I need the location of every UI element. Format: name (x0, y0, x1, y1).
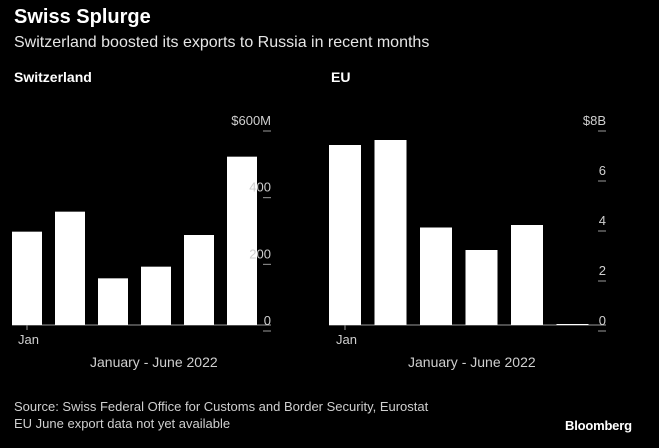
y-tick-label-switzerland-600: $600M (231, 113, 271, 128)
bar-eu-jan (329, 145, 361, 325)
y-tick-label-eu-0: 0 (599, 313, 606, 328)
y-tick-label-switzerland-0: 0 (264, 313, 271, 328)
bar-eu-feb (374, 140, 407, 325)
bar-eu-mar (420, 227, 452, 325)
bar-switzerland-jun (227, 156, 257, 325)
x-tick-label-switzerland-jan: Jan (18, 332, 39, 347)
x-axis-label-switzerland: January - June 2022 (90, 354, 218, 370)
bar-eu-apr (465, 250, 498, 325)
chart-subtitle: Switzerland boosted its exports to Russi… (14, 34, 430, 51)
source-note: Source: Swiss Federal Office for Customs… (14, 398, 428, 432)
y-tick-label-eu-4: 4 (599, 213, 606, 228)
bar-switzerland-apr (141, 266, 171, 325)
bar-switzerland-feb (55, 211, 85, 325)
chart-title: Swiss Splurge (14, 6, 151, 28)
x-axis-label-eu: January - June 2022 (408, 354, 536, 370)
bar-switzerland-may (184, 235, 214, 325)
bar-eu-may (511, 225, 543, 325)
panel-title-switzerland: Switzerland (14, 69, 92, 85)
y-tick-label-eu-6: 6 (599, 163, 606, 178)
bar-switzerland-jan (12, 231, 42, 325)
bar-switzerland-mar (98, 278, 128, 325)
bar-eu-jun (556, 324, 589, 325)
y-tick-label-switzerland-200: 200 (249, 246, 271, 261)
x-tick-label-eu-jan: Jan (336, 332, 357, 347)
y-tick-label-switzerland-400: 400 (249, 180, 271, 195)
panel-title-eu: EU (331, 69, 351, 85)
source-text: Source: Swiss Federal Office for Customs… (14, 399, 429, 414)
footnote-text: EU June export data not yet available (14, 416, 231, 431)
y-tick-label-eu-8: $8B (583, 113, 606, 128)
y-tick-label-eu-2: 2 (599, 263, 606, 278)
bloomberg-logo: Bloomberg (565, 418, 632, 433)
